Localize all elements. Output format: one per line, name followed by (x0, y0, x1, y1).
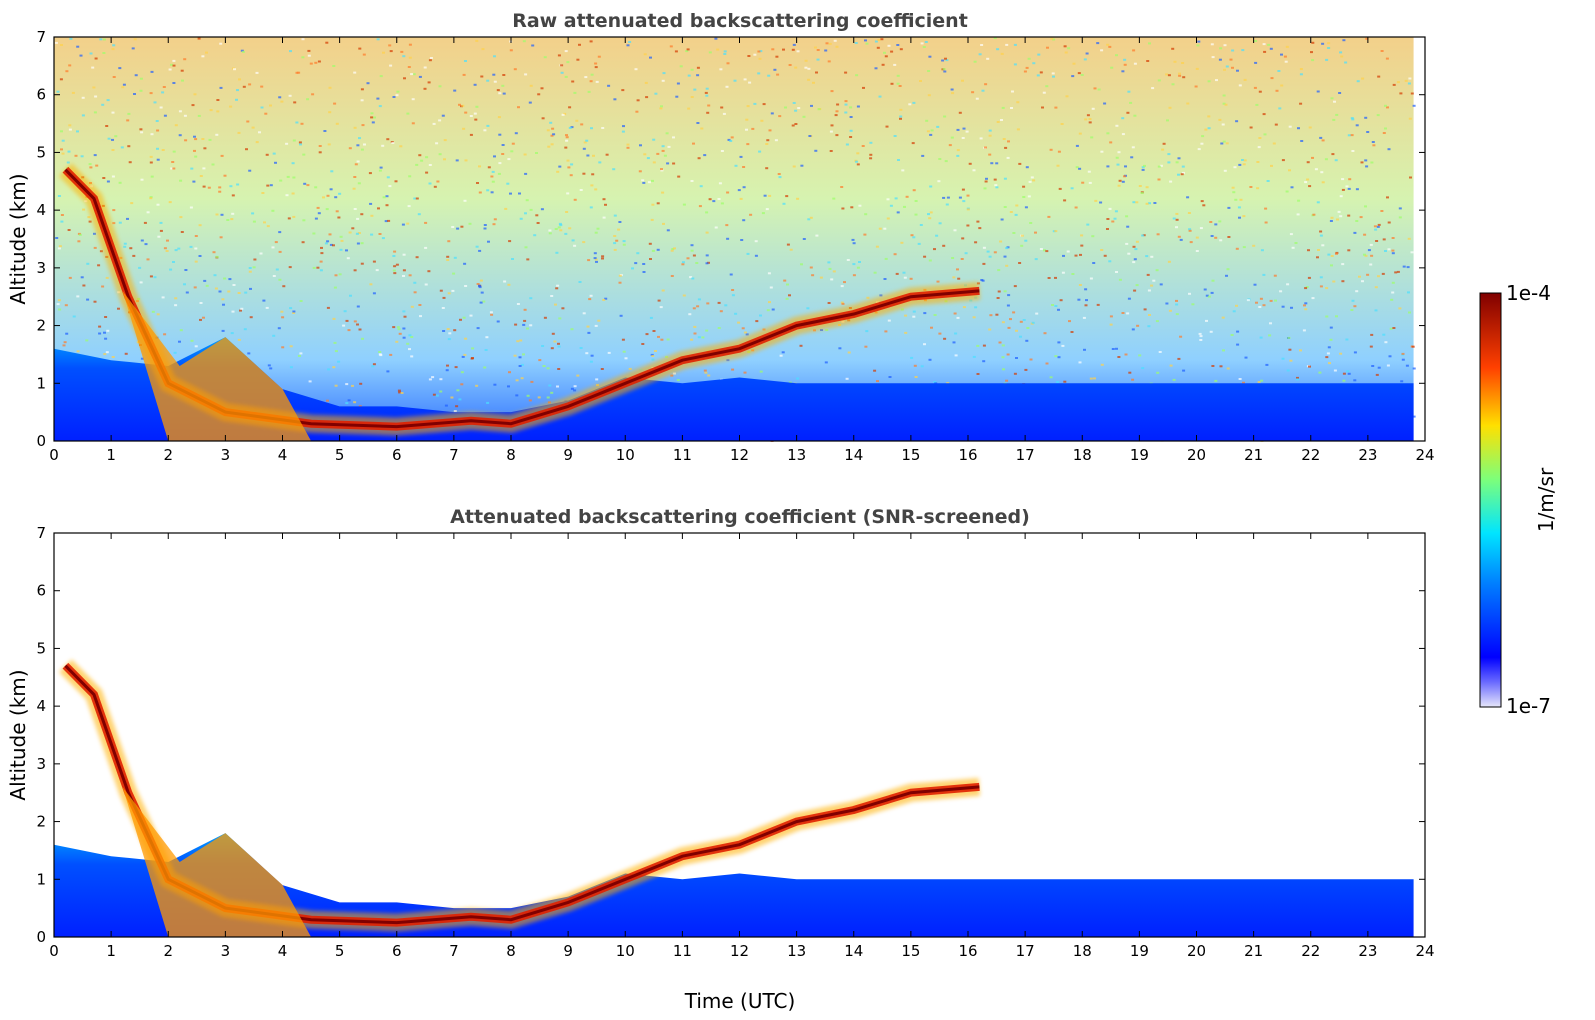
x-tick-label: 4 (278, 942, 288, 960)
panel-screened-ylabel: Altitude (km) (6, 669, 30, 800)
colorbar-gradient (1479, 292, 1502, 708)
x-tick-label: 8 (506, 942, 516, 960)
x-tick-label: 12 (730, 942, 749, 960)
boundary-layer-region (54, 833, 1414, 937)
x-tick-label: 6 (392, 446, 402, 464)
morning-plume (122, 786, 312, 937)
x-tick-label: 0 (49, 942, 59, 960)
x-tick-label: 17 (1016, 446, 1035, 464)
y-tick-label: 3 (36, 755, 46, 773)
x-tick-label: 22 (1301, 942, 1320, 960)
x-tick-label: 16 (958, 942, 977, 960)
y-tick-label: 7 (36, 524, 46, 542)
x-tick-label: 22 (1301, 446, 1320, 464)
panel-raw-plot-area (54, 37, 1416, 442)
y-tick-label: 0 (36, 432, 46, 450)
y-tick-label: 0 (36, 928, 46, 946)
y-tick-label: 6 (36, 86, 46, 104)
y-tick-label: 2 (36, 813, 46, 831)
x-tick-label: 3 (221, 942, 231, 960)
x-tick-label: 11 (673, 446, 692, 464)
x-tick-label: 18 (1073, 942, 1092, 960)
x-tick-label: 12 (730, 446, 749, 464)
raw-noise-speckle (54, 37, 1416, 442)
x-tick-label: 23 (1358, 942, 1377, 960)
y-tick-label: 7 (36, 28, 46, 46)
boundary-layer-region (54, 337, 1414, 441)
x-tick-label: 8 (506, 446, 516, 464)
morning-plume (122, 290, 312, 441)
panel-screened-plot-area (54, 659, 1414, 937)
x-tick-label: 5 (335, 942, 345, 960)
y-tick-label: 4 (36, 697, 46, 715)
y-tick-label: 3 (36, 259, 46, 277)
y-tick-label: 4 (36, 201, 46, 219)
x-tick-label: 20 (1187, 446, 1206, 464)
y-tick-label: 5 (36, 143, 46, 161)
x-tick-label: 17 (1016, 942, 1035, 960)
x-tick-label: 19 (1130, 942, 1149, 960)
x-tick-label: 16 (958, 446, 977, 464)
x-tick-label: 20 (1187, 942, 1206, 960)
x-tick-label: 14 (844, 446, 863, 464)
x-tick-label: 19 (1130, 446, 1149, 464)
x-tick-label: 2 (163, 942, 173, 960)
panel-screened-title: Attenuated backscattering coefficient (S… (450, 506, 1030, 528)
x-tick-label: 7 (449, 446, 459, 464)
panel-raw-axes: 0 1 2 3 4 5 6 7 8 9 10 11 12 13 14 15 16 17 18 19 20 21 22 23 24… (36, 28, 1434, 464)
x-tick-label: 3 (221, 446, 231, 464)
panel-screened: Attenuated backscattering coefficient (S… (6, 506, 1435, 1013)
x-tick-label: 14 (844, 942, 863, 960)
x-tick-label: 18 (1073, 446, 1092, 464)
x-tick-label: 13 (787, 942, 806, 960)
panel-raw-ylabel: Altitude (km) (6, 173, 30, 304)
x-tick-label: 10 (616, 446, 635, 464)
y-tick-label: 2 (36, 317, 46, 335)
x-tick-label: 1 (106, 942, 116, 960)
x-tick-label: 4 (278, 446, 288, 464)
x-tick-label: 21 (1244, 942, 1263, 960)
x-tick-label: 21 (1244, 446, 1263, 464)
x-tick-label: 9 (563, 446, 573, 464)
x-tick-label: 7 (449, 942, 459, 960)
colorbar-max-label: 1e-4 (1506, 281, 1551, 305)
x-tick-label: 15 (901, 942, 920, 960)
x-tick-label: 0 (49, 446, 59, 464)
y-tick-label: 1 (36, 870, 46, 888)
x-tick-label: 9 (563, 942, 573, 960)
x-tick-label: 6 (392, 942, 402, 960)
colorbar-min-label: 1e-7 (1506, 694, 1551, 718)
panel-raw: Raw attenuated backscattering coefficien… (6, 10, 1435, 464)
x-tick-label: 24 (1415, 942, 1434, 960)
x-tick-label: 5 (335, 446, 345, 464)
y-tick-label: 1 (36, 374, 46, 392)
panel-raw-title: Raw attenuated backscattering coefficien… (512, 10, 968, 32)
x-tick-label: 15 (901, 446, 920, 464)
panel-screened-axes: 0 1 2 3 4 5 6 7 8 9 10 11 12 13 14 15 16 17 18 19 20 21 22 23 24… (36, 524, 1434, 960)
x-tick-label: 24 (1415, 446, 1434, 464)
colorbar-unit-label: 1/m/sr (1534, 467, 1558, 532)
y-tick-label: 5 (36, 639, 46, 657)
colorbar: 1e-4 1e-7 1/m/sr (1479, 281, 1558, 718)
x-tick-label: 13 (787, 446, 806, 464)
x-tick-label: 23 (1358, 446, 1377, 464)
panel-screened-xlabel: Time (UTC) (684, 989, 796, 1013)
y-tick-label: 6 (36, 582, 46, 600)
x-tick-label: 2 (163, 446, 173, 464)
x-tick-label: 1 (106, 446, 116, 464)
x-tick-label: 10 (616, 942, 635, 960)
x-tick-label: 11 (673, 942, 692, 960)
